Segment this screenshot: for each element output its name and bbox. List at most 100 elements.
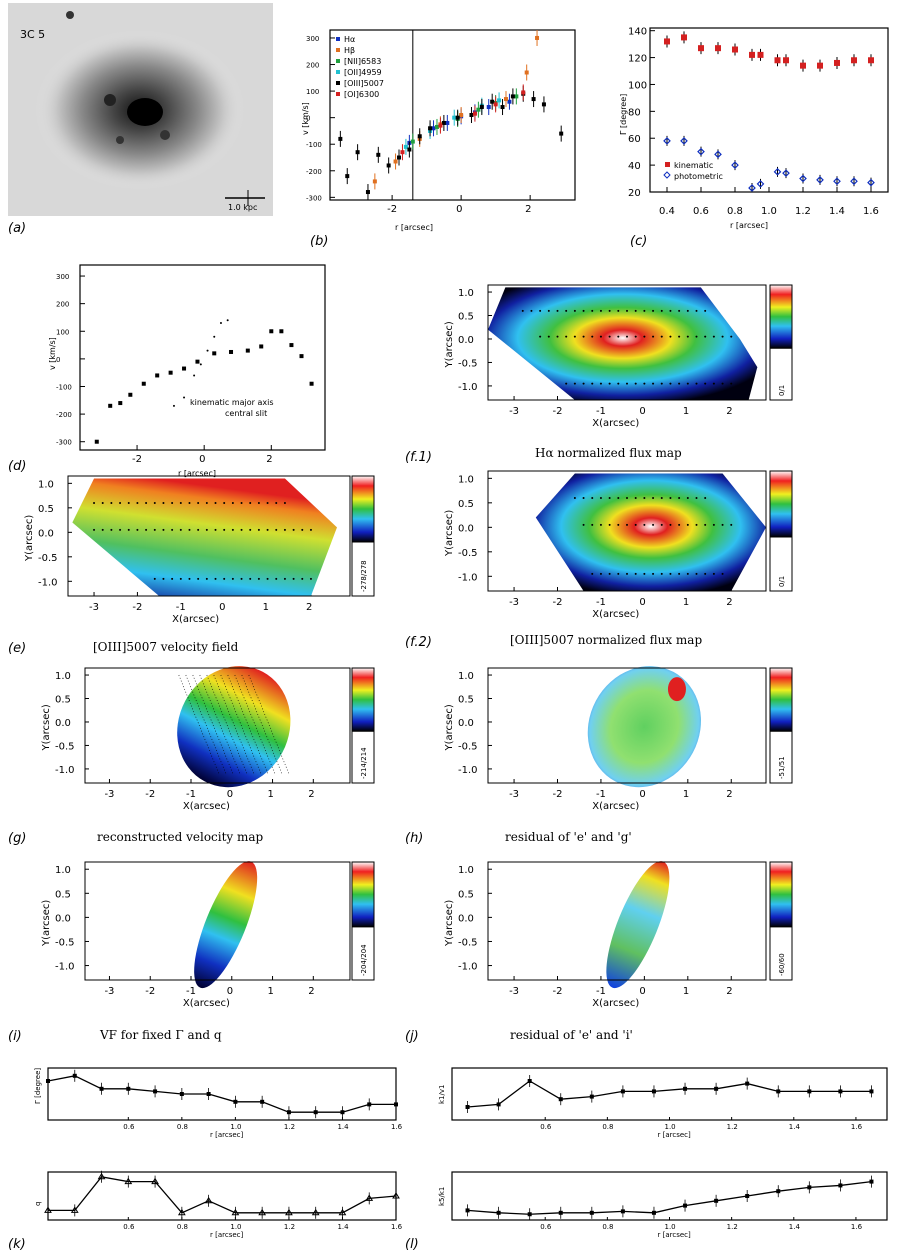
data-point <box>867 178 875 187</box>
legend-label: kinematic major axis <box>190 398 274 407</box>
x-tick-label: 2 <box>726 406 732 417</box>
slit-dot <box>179 577 182 580</box>
y-tick-label: 0.0 <box>55 718 71 729</box>
data-point <box>393 159 398 164</box>
map-frame <box>487 861 767 981</box>
panel-label-j: (j) <box>405 1029 419 1044</box>
chart-c-ylabel: Γ [degree] <box>619 94 628 135</box>
y-tick-label: -0.5 <box>458 937 478 948</box>
slit-dot <box>565 382 568 385</box>
colorbar-box <box>769 730 793 784</box>
data-point <box>620 1089 625 1094</box>
x-tick-label: 2 <box>308 986 314 997</box>
x-tick-label: 0 <box>227 986 233 997</box>
data-point <box>206 349 209 352</box>
x-tick-label: -1 <box>596 406 606 417</box>
data-point <box>558 1097 563 1102</box>
slit-dot <box>669 309 672 312</box>
data-point <box>782 169 790 178</box>
data-point <box>714 150 722 159</box>
slit-dot <box>93 501 96 504</box>
slit-dot <box>678 523 681 526</box>
x-tick-label: -3 <box>509 406 519 417</box>
data-point <box>476 107 481 112</box>
slit-dot <box>119 528 122 531</box>
y-tick-label: -100 <box>306 141 322 149</box>
y-tick-label: 100 <box>306 88 319 96</box>
data-point <box>417 134 422 139</box>
data-point <box>756 180 765 188</box>
y-tick-label: -300 <box>56 439 72 447</box>
slit-dot <box>179 528 182 531</box>
slit-dot <box>643 335 646 338</box>
chart-b-ylabel: v [km/s] <box>301 102 310 135</box>
map-panel-h: -3 -2 -1 0 1 2 1.0 0.5 0.0 -0.5 -1.0 X(arcsec) Y(arc… <box>444 666 767 812</box>
slit-dot <box>634 335 637 338</box>
data-point <box>714 1086 719 1091</box>
colorbar-i: -204/204 <box>351 861 375 981</box>
y-tick-label: -1.0 <box>55 765 75 776</box>
slit-dot <box>530 309 533 312</box>
data-point <box>226 319 229 322</box>
slit-dot <box>591 572 594 575</box>
slit-dot <box>608 572 611 575</box>
y-tick-label: 1.0 <box>458 671 474 682</box>
data-point <box>620 1209 625 1214</box>
slit-dot <box>283 501 286 504</box>
data-point <box>714 1198 719 1203</box>
data-point <box>434 124 439 129</box>
legend-marker <box>663 171 671 179</box>
data-point <box>589 1094 594 1099</box>
y-tick-label: -1.0 <box>458 962 478 973</box>
slit-dot <box>652 382 655 385</box>
data-point <box>683 1086 688 1091</box>
x-tick-label: 1.2 <box>795 206 811 217</box>
data-point <box>94 439 99 444</box>
caption-i: VF for fixed Γ and q <box>99 1028 222 1042</box>
data-point <box>311 1208 320 1216</box>
x-tick-label: 2 <box>308 789 314 800</box>
slit-dot <box>652 572 655 575</box>
data-point <box>260 1099 265 1104</box>
data-point <box>834 59 840 66</box>
data-point <box>118 401 123 406</box>
slit-dot <box>730 523 733 526</box>
data-point <box>410 139 415 144</box>
slit-dot <box>188 577 191 580</box>
slit-dot <box>93 528 96 531</box>
data-point <box>403 144 408 149</box>
colorbar-label: -60/60 <box>778 953 786 976</box>
x-tick-label: 1.4 <box>337 1223 349 1231</box>
slit-dot <box>730 382 733 385</box>
data-point <box>496 1102 501 1107</box>
data-point <box>800 62 806 69</box>
slit-dot <box>591 496 594 499</box>
slit-dot <box>669 523 672 526</box>
slit-dot <box>652 496 655 499</box>
scale-bar-label: 1.0 kpc <box>228 203 257 212</box>
slit-dot <box>257 501 260 504</box>
slit-dot <box>223 577 226 580</box>
slit-dot <box>678 496 681 499</box>
data-point <box>286 1110 291 1115</box>
x-tick-label: 1.0 <box>665 1223 676 1231</box>
slit-dot <box>617 382 620 385</box>
data-point <box>229 349 234 354</box>
slit-dot <box>634 523 637 526</box>
y-tick-label: -0.5 <box>458 358 478 369</box>
y-axis-label: q <box>34 1202 42 1206</box>
slit-dot <box>643 496 646 499</box>
data-point <box>372 179 377 184</box>
slit-dot <box>240 577 243 580</box>
colorbar-label: -214/214 <box>360 747 368 779</box>
colorbar-gradient <box>769 284 793 349</box>
y-tick-label: -1.0 <box>458 382 478 393</box>
map-xlabel: X(arcsec) <box>592 801 639 812</box>
slit-dot <box>110 528 113 531</box>
data-point <box>392 1192 400 1199</box>
slit-dot <box>686 382 689 385</box>
x-tick-label: -3 <box>104 789 114 800</box>
slit-dot <box>547 309 550 312</box>
map-panel-j: -3 -2 -1 0 1 2 1.0 0.5 0.0 -0.5 -1.0 X(arcsec) Y(arc… <box>444 861 767 1009</box>
data-point <box>465 1105 470 1109</box>
